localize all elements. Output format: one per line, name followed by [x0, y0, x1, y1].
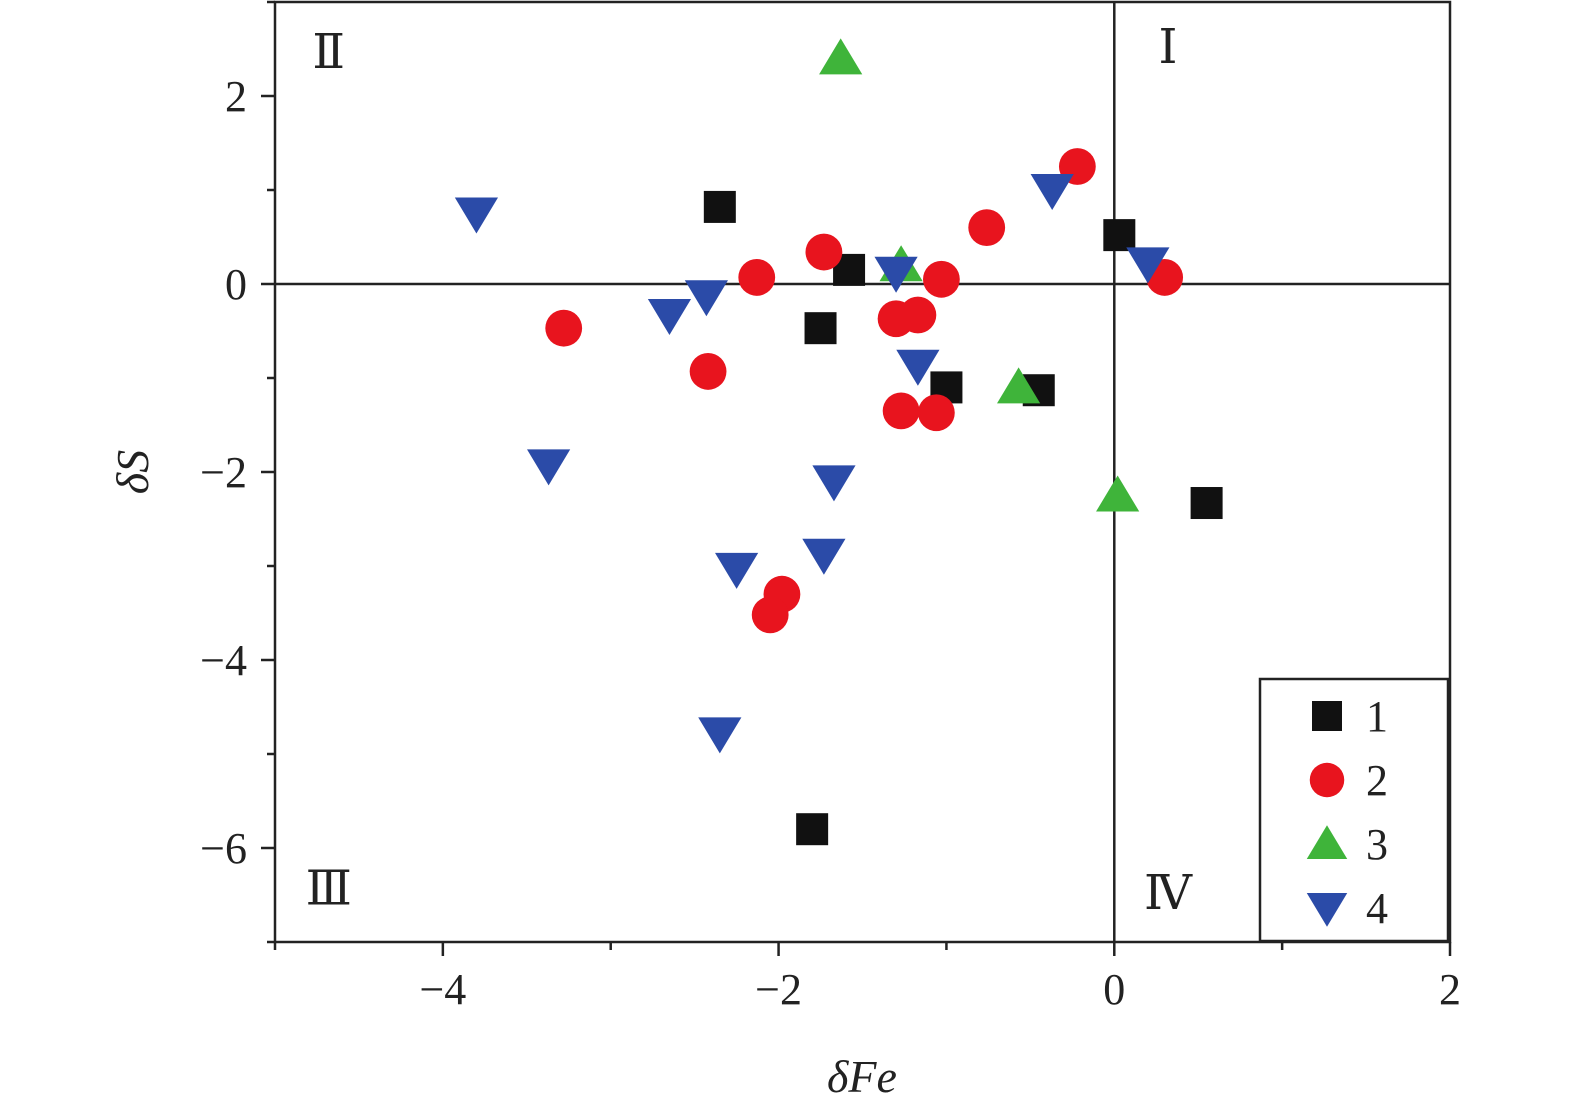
y-tick-label: 0 [225, 260, 247, 309]
y-tick-label: 2 [225, 72, 247, 121]
data-point-series-3 [997, 367, 1041, 404]
x-tick-label: 2 [1439, 965, 1461, 1014]
series-3 [819, 38, 1140, 512]
quadrant-label: Ⅲ [306, 862, 352, 915]
data-point-series-4 [454, 197, 499, 234]
data-point-series-4 [896, 349, 940, 386]
quadrant-label: Ⅳ [1144, 867, 1193, 920]
data-point-series-2 [738, 259, 776, 296]
data-point-series-2 [545, 309, 583, 347]
data-point-series-1 [796, 813, 829, 846]
data-point-series-2 [922, 260, 960, 298]
data-point-series-4 [874, 256, 918, 293]
data-point-series-4 [1126, 247, 1170, 284]
data-point-series-1 [703, 190, 736, 223]
series-1 [703, 190, 1223, 846]
legend-marker-1 [1312, 701, 1342, 731]
quadrant-label: Ⅱ [312, 26, 345, 79]
data-point-series-2 [805, 233, 843, 271]
data-point-series-4 [527, 449, 571, 486]
y-axis-ticks: 2 0 −2 −4 −6 [200, 0, 275, 944]
data-point-series-1 [1103, 219, 1136, 252]
x-axis-title: δFe [827, 1051, 897, 1102]
series-4 [454, 174, 1170, 754]
data-point-series-4 [647, 299, 692, 336]
data-point-series-2 [917, 394, 955, 432]
data-point-series-2 [689, 353, 727, 390]
data-point-series-4 [698, 717, 742, 754]
legend-marker-4 [1306, 893, 1348, 927]
legend: 1 2 3 4 [1258, 677, 1450, 943]
data-point-series-2 [751, 596, 789, 634]
y-tick-label: −2 [200, 448, 247, 497]
y-tick-label: −4 [200, 636, 247, 685]
quadrant-labels: Ⅰ Ⅱ Ⅲ Ⅳ [306, 21, 1193, 920]
legend-marker-3 [1306, 825, 1348, 859]
data-point-series-1 [804, 312, 837, 345]
data-point-series-3 [1096, 475, 1140, 512]
x-tick-label: −4 [419, 965, 466, 1014]
data-point-series-4 [812, 465, 856, 502]
legend-label-2: 2 [1366, 756, 1388, 805]
legend-marker-2 [1309, 762, 1345, 798]
y-tick-label: −6 [200, 824, 247, 873]
data-point-series-2 [882, 392, 920, 430]
x-tick-label: 0 [1103, 965, 1125, 1014]
x-tick-label: −2 [755, 965, 802, 1014]
data-points [454, 38, 1223, 846]
y-axis-title: δS [107, 450, 158, 494]
data-point-series-4 [684, 280, 728, 317]
quadrant-label: Ⅰ [1159, 21, 1178, 74]
data-point-series-2 [899, 296, 937, 334]
legend-label-1: 1 [1366, 692, 1388, 741]
data-point-series-4 [1030, 174, 1074, 210]
data-point-series-4 [802, 538, 846, 575]
x-axis-ticks: −4 −2 0 2 [273, 942, 1461, 1014]
legend-label-3: 3 [1366, 820, 1388, 869]
data-point-series-2 [968, 209, 1006, 247]
data-point-series-1 [1190, 487, 1223, 520]
legend-box [1258, 677, 1450, 943]
data-point-series-4 [715, 552, 759, 589]
data-point-series-3 [819, 38, 863, 75]
series-2 [545, 148, 1184, 634]
legend-label-4: 4 [1366, 884, 1388, 933]
